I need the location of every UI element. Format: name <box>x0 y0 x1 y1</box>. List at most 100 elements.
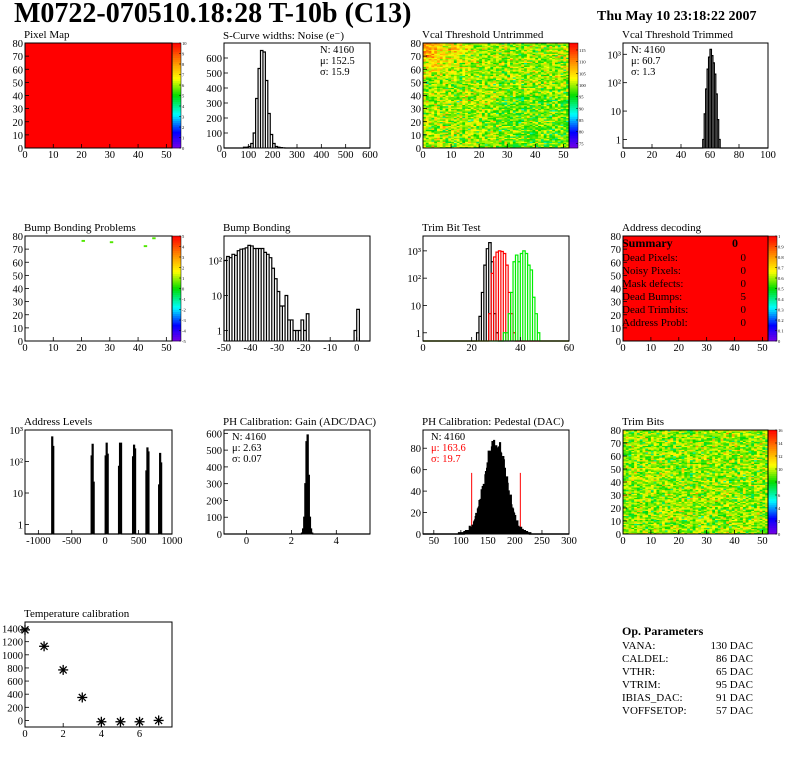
palette-step <box>768 275 777 279</box>
palette-step <box>569 133 578 136</box>
palette-step <box>768 307 777 310</box>
y-tick-label: 10 <box>411 131 422 142</box>
y-tick-label: 60 <box>411 466 422 477</box>
histogram-series-1 <box>423 250 569 342</box>
palette-step <box>172 254 181 258</box>
palette-step <box>768 525 777 529</box>
palette-step <box>569 106 578 109</box>
palette-step <box>569 57 578 61</box>
palette-step <box>172 326 181 329</box>
x-tick-label: 0 <box>620 536 625 547</box>
x-tick-label: 50 <box>161 150 172 161</box>
palette-step <box>768 286 777 289</box>
row-value: 91 DAC <box>716 692 753 704</box>
row-label: VTHR: <box>622 666 655 678</box>
palette-tick-label: 0 <box>182 287 185 292</box>
palette-tick-label: 10 <box>182 41 187 46</box>
y-tick-label: 40 <box>611 285 622 296</box>
palette-step <box>768 334 777 338</box>
summary-total: 0 <box>732 236 738 250</box>
x-tick-label: 0 <box>620 343 625 354</box>
palette-step <box>768 450 777 454</box>
row-value: 5 <box>740 291 747 303</box>
palette-step <box>172 59 181 63</box>
palette-step <box>569 129 578 132</box>
palette-step <box>172 47 181 50</box>
y-tick-label: 20 <box>611 311 622 322</box>
palette-step <box>172 139 181 142</box>
palette-step <box>172 236 181 239</box>
palette-step <box>768 446 777 450</box>
bump-bonding-title: Bump Bonding <box>223 222 291 234</box>
palette-step <box>768 336 777 340</box>
y-tick-label: 50 <box>611 271 622 282</box>
palette-step <box>768 313 777 317</box>
palette-step <box>172 120 181 124</box>
y-tick-label: 60 <box>411 65 422 76</box>
palette-step <box>768 511 777 514</box>
palette-step <box>569 49 578 52</box>
x-tick-label: 20 <box>76 343 87 354</box>
palette-step <box>768 254 777 258</box>
trim-bit-test-chart: 0 20 40 60 1 10 10² 10³ <box>407 235 574 354</box>
palette-tick-label: 7 <box>182 73 185 78</box>
palette-step <box>768 238 777 241</box>
palette-step <box>768 278 777 281</box>
palette-step <box>768 282 777 285</box>
vcal-trimmed-title: Vcal Threshold Trimmed <box>622 29 734 41</box>
palette-step <box>172 51 181 54</box>
summary-panel: Summary 0 Dead Pixels: 0 Noisy Pixels: 0 Mask… <box>622 236 746 330</box>
palette-tick-label: 3 <box>182 115 185 120</box>
palette-step <box>172 106 181 109</box>
heatmap-point <box>152 237 156 240</box>
y-tick-label: 20 <box>611 504 622 515</box>
palette-step <box>172 64 181 67</box>
palette-step <box>768 477 777 481</box>
y-tick-label: 0 <box>616 530 621 541</box>
palette-step <box>569 141 578 145</box>
palette-step <box>172 305 181 308</box>
row-value: 0 <box>740 278 747 290</box>
x-tick-label: -30 <box>270 343 284 354</box>
palette-tick-label: 0.3 <box>778 308 784 313</box>
x-tick-label: 250 <box>534 536 550 547</box>
palette-tick-label: 14 <box>778 441 783 446</box>
x-tick-label: 50 <box>558 150 569 161</box>
plot-frame <box>24 235 173 342</box>
ph-pedestal-title: PH Calibration: Pedestal (DAC) <box>422 416 565 428</box>
palette-step <box>172 91 181 94</box>
palette-step <box>172 275 181 279</box>
palette-step <box>172 70 181 73</box>
y-tick-label: 10 <box>411 301 422 312</box>
stats-line: σ: 1.3 <box>631 67 655 78</box>
y-tick-label: 80 <box>13 232 24 243</box>
palette-step <box>768 469 777 472</box>
palette-step <box>768 442 777 445</box>
y-tick-label: 20 <box>411 509 422 520</box>
data-point-star <box>134 716 145 727</box>
plot-frame <box>24 621 173 728</box>
x-tick-label: 500 <box>131 536 147 547</box>
palette-step <box>768 322 777 325</box>
vcal-untrimmed-title: Vcal Threshold Untrimmed <box>422 29 544 41</box>
palette-step <box>172 301 181 304</box>
palette-step <box>569 91 578 94</box>
op-parameters-panel: Op. Parameters VANA: 130 DAC CALDEL: 86 DAC… <box>622 624 753 718</box>
data-point-star <box>39 641 50 652</box>
palette-step <box>768 494 777 497</box>
palette-step <box>768 288 777 291</box>
x-tick-label: 2 <box>289 536 294 547</box>
x-tick-label: 40 <box>530 150 541 161</box>
palette-step <box>569 118 578 121</box>
palette-tick-label: 3 <box>182 255 185 260</box>
palette-step <box>172 114 181 117</box>
palette-step <box>172 269 181 272</box>
trim-bits-title: Trim Bits <box>622 416 665 428</box>
pixel-map-title: Pixel Map <box>24 29 70 41</box>
palette-step <box>172 238 181 241</box>
y-tick-label: 1400 <box>2 625 23 636</box>
palette-step <box>768 290 777 293</box>
y-tick-label: 30 <box>611 298 622 309</box>
y-tick-label: 0 <box>217 530 222 541</box>
y-tick-label: 200 <box>206 114 222 125</box>
